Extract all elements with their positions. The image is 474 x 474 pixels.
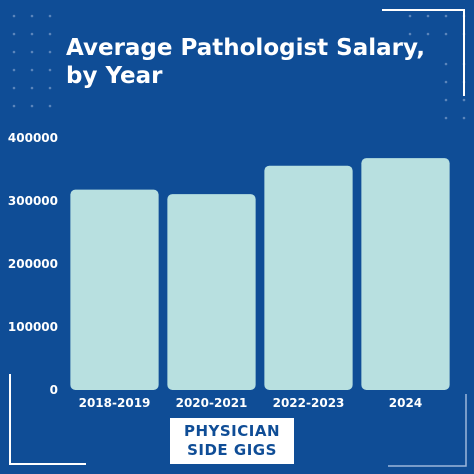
dot-grid-right	[408, 14, 466, 120]
corner-bracket-bottom-left	[9, 374, 86, 465]
dot-grid-top-left	[12, 14, 52, 108]
bar-2024	[361, 158, 450, 390]
x-tick-label: 2020-2021	[176, 396, 248, 410]
x-tick-label: 2018-2019	[79, 396, 151, 410]
logo-line-1: PHYSICIAN	[183, 422, 281, 440]
logo-line-2: SIDE GIGS	[187, 441, 277, 459]
y-tick-label: 100000	[8, 320, 58, 334]
corner-bracket-top-right	[382, 9, 465, 96]
y-tick-label: 0	[50, 383, 58, 397]
chart-title: Average Pathologist Salary, by Year	[66, 35, 425, 89]
y-tick-label: 300000	[8, 194, 58, 208]
bar-2020-2021	[167, 194, 256, 390]
y-tick-label: 400000	[8, 131, 58, 145]
x-tick-label: 2022-2023	[273, 396, 345, 410]
bar-2022-2023	[264, 165, 353, 390]
x-tick-label: 2024	[389, 396, 422, 410]
brand-logo: PHYSICIAN SIDE GIGS	[170, 418, 294, 464]
y-tick-label: 200000	[8, 257, 58, 271]
bar-2018-2019	[70, 189, 159, 390]
corner-bracket-bottom-right	[388, 394, 467, 467]
